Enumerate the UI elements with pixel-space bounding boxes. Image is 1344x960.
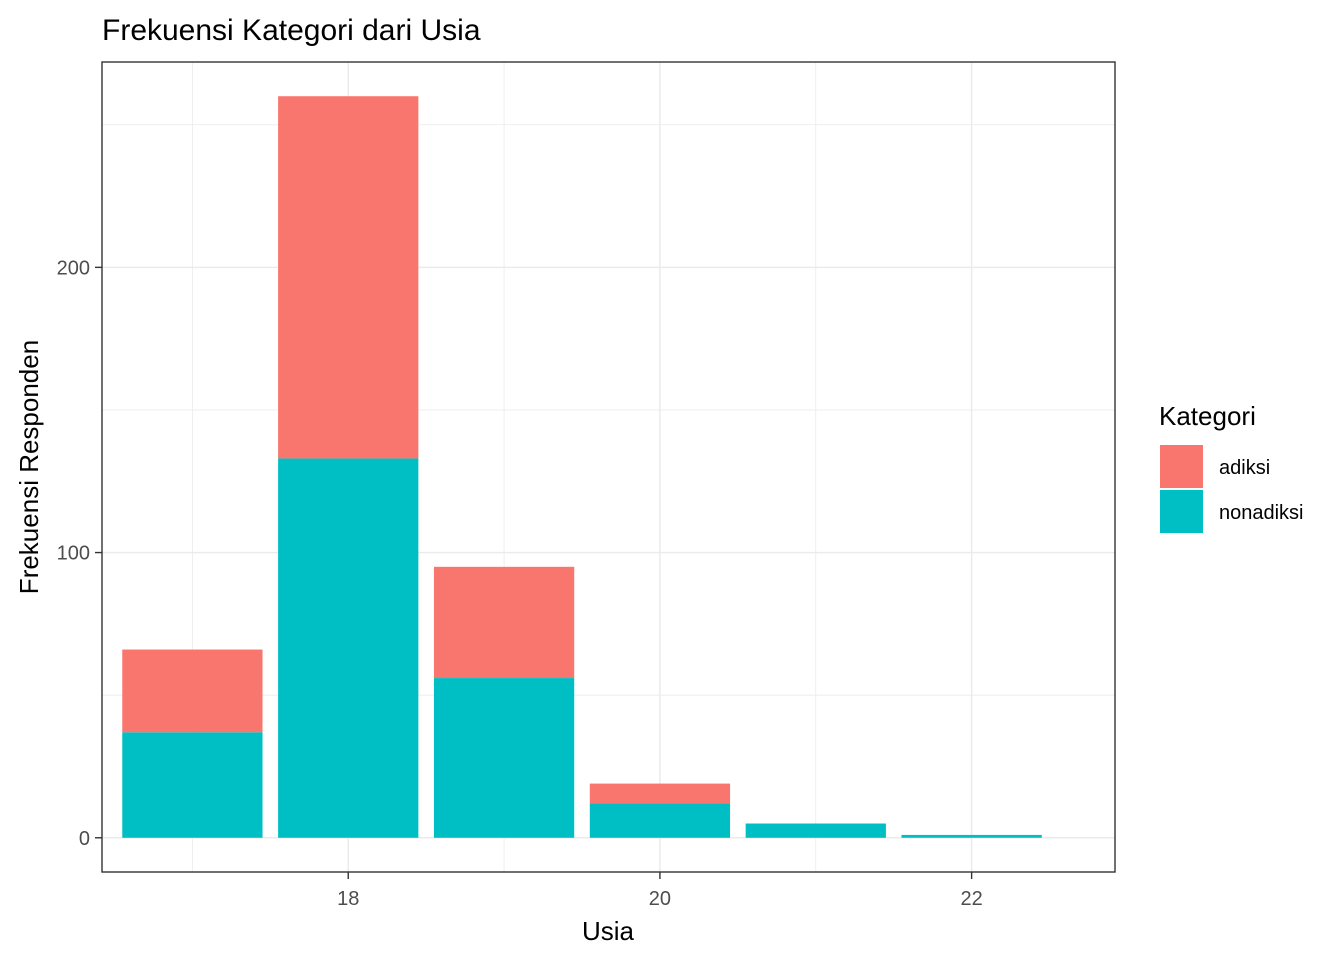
bar-adiksi-20 [589,783,731,804]
bar-nonadiksi-20 [589,803,731,838]
legend-label-adiksi: adiksi [1219,457,1270,479]
bar-adiksi-17 [122,649,263,733]
legend-key-nonadiksi [1160,490,1203,533]
y-tick-label: 200 [57,257,90,279]
y-tick-label: 100 [57,543,90,565]
legend-title: Kategori [1159,401,1256,431]
x-axis-ticks: 18 20 22 [337,872,983,910]
legend-label-nonadiksi: nonadiksi [1219,502,1304,524]
y-tick-label: 0 [79,828,90,850]
x-axis-title: Usia [582,916,635,946]
plot-panel-border [101,61,1116,873]
bar-adiksi-18 [278,96,419,459]
bar-nonadiksi-22 [901,834,1042,838]
y-axis-title: Frekuensi Responden [14,340,44,594]
legend-items: adiksi nonadiksi [1160,445,1304,533]
x-tick-label: 20 [649,888,671,910]
bars [122,96,1042,838]
bar-adiksi-19 [433,566,575,679]
bar-nonadiksi-18 [278,458,419,838]
bar-nonadiksi-21 [745,823,886,838]
bar-nonadiksi-19 [433,678,575,838]
bar-nonadiksi-17 [122,732,263,838]
y-axis-ticks: 0 100 200 [57,257,102,850]
x-tick-label: 22 [960,888,982,910]
chart-title: Frekuensi Kategori dari Usia [102,14,481,47]
legend-key-adiksi [1160,445,1203,488]
legend: Kategori adiksi nonadiksi [1159,401,1304,533]
x-tick-label: 18 [337,888,359,910]
